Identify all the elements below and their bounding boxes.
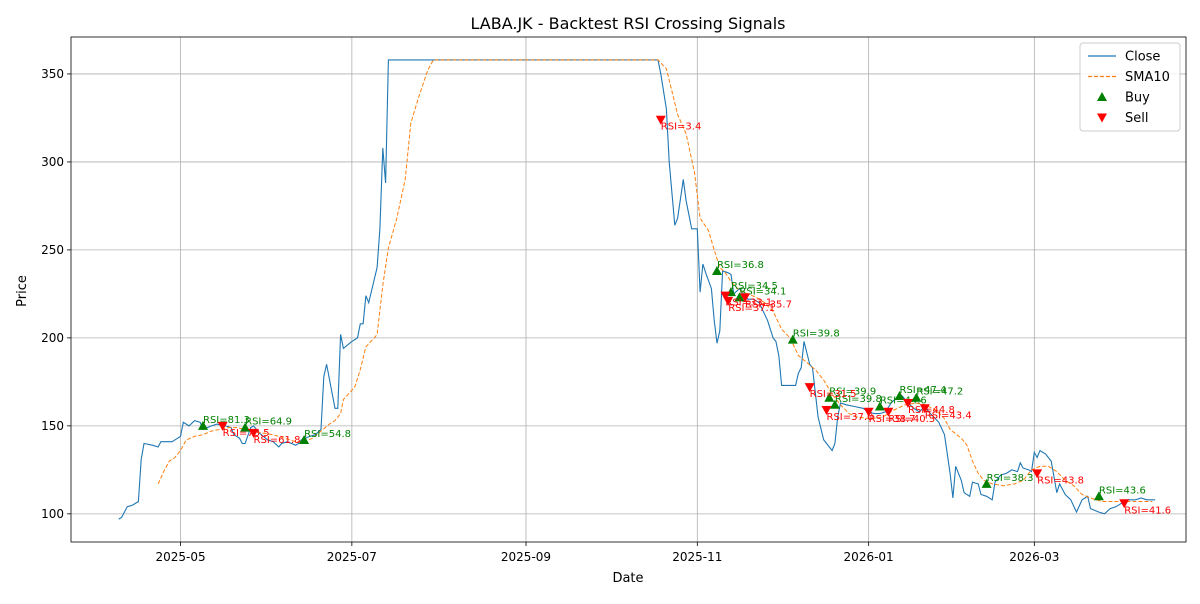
buy-marker	[894, 390, 905, 400]
buy-rsi-label: RSI=64.9	[245, 417, 292, 428]
buy-rsi-label: RSI=39.8	[793, 329, 840, 340]
x-tick-label: 2026-01	[844, 550, 894, 564]
sell-rsi-label: RSI=31.5	[810, 389, 857, 400]
sell-marker	[902, 398, 913, 408]
x-tick-label: 2025-05	[155, 550, 205, 564]
buy-rsi-label: RSI=54.8	[304, 429, 351, 440]
y-tick-label: 300	[41, 155, 64, 169]
sell-rsi-label: RSI=35.7	[745, 299, 792, 310]
sell-marker	[217, 421, 228, 431]
buy-marker	[711, 266, 722, 276]
buy-marker	[911, 392, 922, 402]
sell-marker	[723, 296, 734, 306]
plot-frame	[70, 36, 1187, 543]
sell-rsi-label: RSI=41.6	[1124, 505, 1171, 516]
sell-rsi-label: RSI=3.4	[661, 122, 702, 133]
grid-lines	[71, 37, 1186, 542]
legend-swatch	[1097, 92, 1107, 101]
buy-rsi-label: RSI=39.8	[835, 394, 882, 405]
buy-marker	[981, 478, 992, 488]
series-line-sma10	[157, 59, 1153, 502]
y-tick-label: 250	[41, 243, 64, 257]
sell-rsi-label: RSI=37.1	[728, 303, 775, 314]
legend-box	[1079, 42, 1181, 132]
buy-rsi-label: RSI=34.5	[731, 281, 778, 292]
y-axis-label: Price	[15, 275, 30, 307]
sell-rsi-label: RSI=38.7	[869, 414, 916, 425]
sell-marker	[804, 383, 815, 393]
chart-title: LABA.JK - Backtest RSI Crossing Signals	[470, 14, 785, 33]
buy-rsi-label: RSI=38.3	[987, 473, 1034, 484]
sell-rsi-label: RSI=43.4	[925, 410, 972, 421]
buy-marker	[734, 292, 745, 302]
buy-rsi-label: RSI=43.6	[1099, 485, 1146, 496]
sell-marker	[863, 407, 874, 417]
sell-marker	[821, 406, 832, 416]
x-tick-label: 2026-03	[1009, 550, 1059, 564]
sell-rsi-label: RSI=40.3	[888, 414, 935, 425]
legend-swatch	[1097, 113, 1107, 123]
buy-rsi-label: RSI=34.1	[739, 286, 786, 297]
buy-rsi-label: RSI=81.3	[203, 415, 250, 426]
series-line-close	[118, 59, 1156, 520]
sell-rsi-label: RSI=73.5	[223, 428, 270, 439]
sell-rsi-label: RSI=33.1	[725, 298, 772, 309]
x-tick-label: 2025-09	[501, 550, 551, 564]
axes: 2025-05 2025-07 2025-09 2025-11 2026-01 2026-…	[41, 36, 1187, 564]
sell-rsi-label: RSI=61.8	[254, 435, 301, 446]
buy-marker	[874, 401, 885, 411]
y-tick-label: 100	[41, 507, 64, 521]
x-tick-label: 2025-07	[327, 550, 377, 564]
sell-marker	[248, 428, 259, 438]
sell-marker	[883, 407, 894, 417]
y-tick-label: 350	[41, 67, 64, 81]
sell-marker	[740, 293, 751, 303]
sell-marker	[720, 291, 731, 301]
legend-label: Buy	[1125, 91, 1150, 106]
buy-rsi-label: RSI=47.4	[900, 385, 947, 396]
buy-marker	[299, 434, 310, 444]
x-axis-label: Date	[612, 571, 643, 586]
buy-marker	[198, 420, 209, 430]
sell-marker	[1119, 499, 1130, 509]
buy-marker	[787, 334, 798, 344]
x-tick-label: 2025-11	[672, 550, 722, 564]
buy-rsi-label: RSI=47.2	[916, 387, 963, 398]
legend-label: Sell	[1125, 111, 1148, 126]
sell-marker	[655, 115, 666, 125]
y-tick-label: 200	[41, 331, 64, 345]
sell-marker	[919, 404, 930, 414]
sell-rsi-label: RSI=44.8	[908, 405, 955, 416]
buy-marker	[829, 399, 840, 409]
buy-marker	[824, 392, 835, 402]
buy-rsi-label: RSI=36.8	[717, 260, 764, 271]
buy-marker	[1093, 491, 1104, 501]
sell-marker	[1032, 469, 1043, 479]
sell-rsi-label: RSI=37.0	[827, 412, 874, 423]
legend: Close SMA10 Buy Sell	[1079, 42, 1181, 132]
buy-marker	[240, 422, 251, 432]
legend-label: SMA10	[1125, 70, 1170, 85]
buy-rsi-label: RSI=44.6	[880, 396, 927, 407]
legend-label: Close	[1125, 50, 1160, 65]
sell-rsi-label: RSI=43.8	[1037, 475, 1084, 486]
y-tick-label: 150	[41, 419, 64, 433]
buy-rsi-label: RSI=39.9	[829, 387, 876, 398]
